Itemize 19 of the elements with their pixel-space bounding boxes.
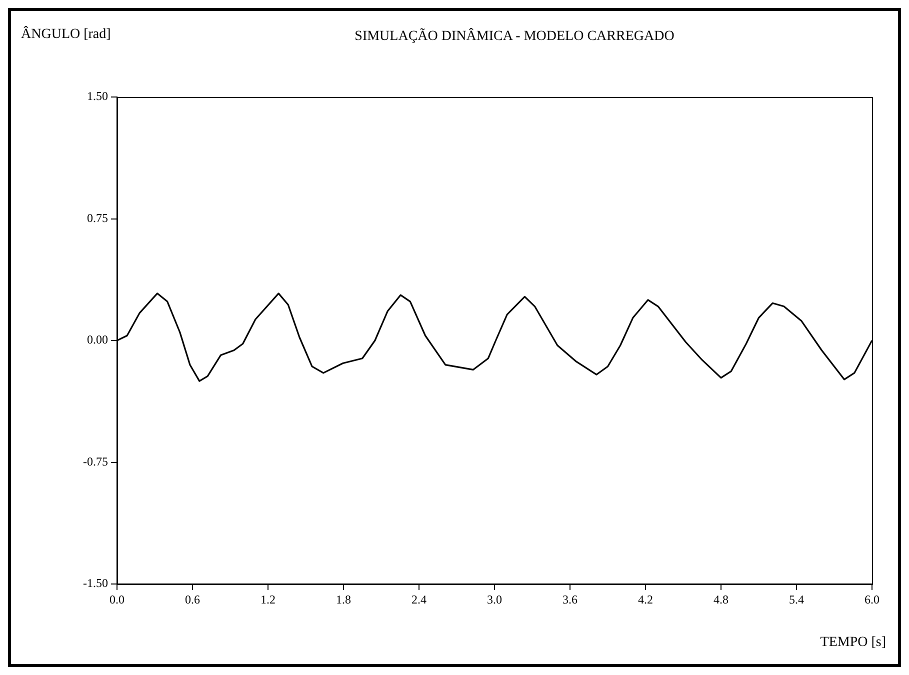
y-tick-label: -1.50: [83, 576, 108, 590]
x-tick-label: 5.4: [789, 592, 804, 606]
x-tick-label: 4.2: [638, 592, 653, 606]
x-tick-label: 1.8: [336, 592, 351, 606]
y-axis-title: ÂNGULO [rad]: [21, 27, 111, 43]
x-tick-label: 6.0: [864, 592, 880, 606]
x-tick-label: 3.0: [487, 592, 502, 606]
x-axis-title: TEMPO [s]: [820, 635, 886, 651]
x-tick-label: 4.8: [714, 592, 728, 606]
chart-title: SIMULAÇÃO DINÂMICA - MODELO CARREGADO: [354, 29, 676, 45]
x-tick-label: 3.6: [562, 592, 578, 606]
x-tick-label: 1.2: [260, 592, 276, 606]
x-tick-label: 2.4: [412, 592, 426, 606]
x-tick-label: 0.6: [185, 592, 200, 606]
x-tick-label: 0.0: [110, 592, 124, 606]
y-tick-label: -0.75: [83, 454, 108, 468]
y-tick-label: 0.00: [87, 332, 108, 347]
y-tick-label: 1.50: [87, 89, 108, 104]
y-tick-label: 0.75: [87, 210, 108, 225]
